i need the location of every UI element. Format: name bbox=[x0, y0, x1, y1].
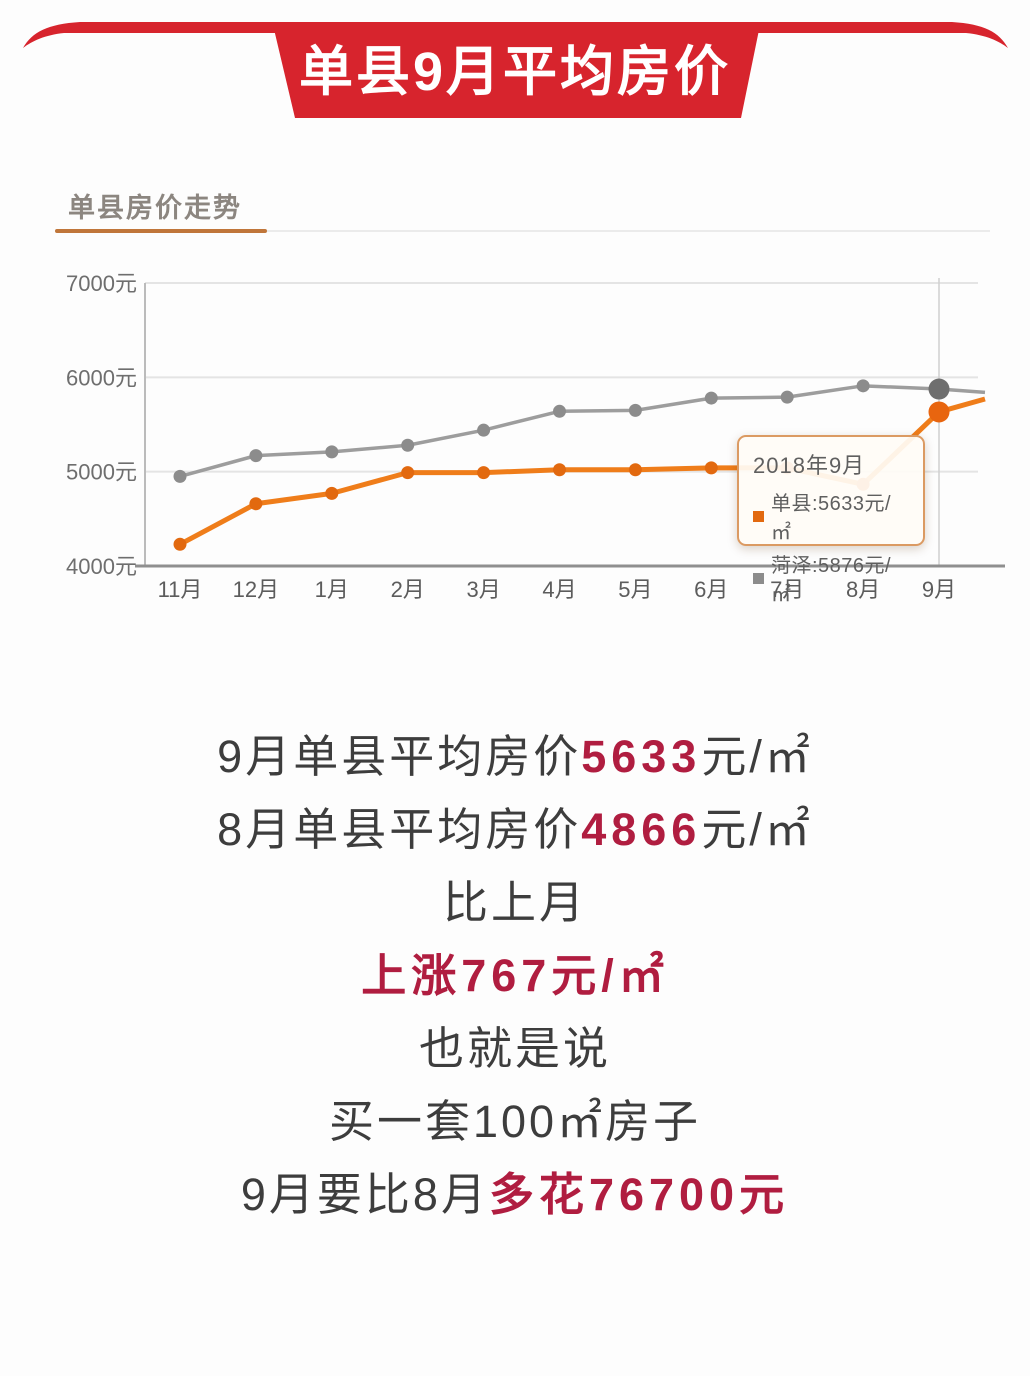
ribbon-trapezoid bbox=[273, 25, 760, 118]
tooltip-row-heze: 菏泽:5876元/㎡ bbox=[753, 549, 911, 607]
chart-point[interactable] bbox=[928, 401, 950, 423]
series-菏泽[interactable] bbox=[173, 378, 986, 483]
summary-text-block: 9月单县平均房价5633元/㎡ 8月单县平均房价4866元/㎡ 比上月 上涨76… bbox=[0, 720, 1030, 1231]
svg-text:11月: 11月 bbox=[158, 577, 203, 602]
chart-point[interactable] bbox=[401, 466, 415, 480]
chart-point[interactable] bbox=[553, 463, 566, 477]
svg-text:4000元: 4000元 bbox=[66, 554, 137, 579]
svg-text:4月: 4月 bbox=[542, 577, 576, 602]
chart-point[interactable] bbox=[173, 537, 187, 551]
chart-point[interactable] bbox=[325, 486, 339, 500]
svg-text:9月: 9月 bbox=[922, 577, 956, 602]
page-title: 单县9月平均房价 bbox=[298, 42, 732, 102]
price-chart-svg[interactable]: 4000元 5000元 6000元 7000元 11月 12月 1月 2月 3月 4月 5月 6月 7月… bbox=[0, 255, 1030, 625]
chart-point[interactable] bbox=[704, 461, 718, 475]
svg-text:12月: 12月 bbox=[233, 577, 279, 602]
chart-point[interactable] bbox=[325, 445, 339, 459]
section-underline-accent bbox=[55, 229, 267, 233]
ribbon-banner bbox=[23, 22, 1008, 118]
svg-text:7000元: 7000元 bbox=[66, 271, 137, 296]
svg-text:2月: 2月 bbox=[391, 577, 425, 602]
chart-point[interactable] bbox=[477, 466, 491, 480]
series-line bbox=[179, 384, 986, 479]
chart-point[interactable] bbox=[249, 449, 263, 463]
chart-point[interactable] bbox=[553, 404, 566, 418]
y-axis-labels: 4000元 5000元 6000元 7000元 bbox=[66, 271, 137, 579]
svg-text:5月: 5月 bbox=[618, 577, 652, 602]
price-trend-chart[interactable]: 4000元 5000元 6000元 7000元 11月 12月 1月 2月 3月 4月 5月 6月 7月… bbox=[0, 255, 1030, 625]
svg-text:6000元: 6000元 bbox=[66, 365, 137, 390]
chart-point[interactable] bbox=[401, 438, 415, 452]
summary-line-4: 上涨767元/㎡ bbox=[361, 950, 669, 1001]
svg-text:1月: 1月 bbox=[315, 577, 349, 602]
chart-point[interactable] bbox=[249, 497, 263, 511]
chart-point[interactable] bbox=[628, 463, 642, 477]
summary-line-6: 买一套100㎡房子 bbox=[328, 1096, 702, 1147]
tooltip-date: 2018年9月 bbox=[753, 453, 866, 478]
chart-point[interactable] bbox=[704, 391, 718, 405]
chart-tooltip: 2018年9月 单县:5633元/㎡ 菏泽:5876元/㎡ bbox=[737, 435, 925, 606]
chart-point[interactable] bbox=[173, 469, 187, 483]
chart-point[interactable] bbox=[856, 379, 870, 393]
chart-point[interactable] bbox=[780, 390, 794, 404]
chart-section-title: 单县房价走势 bbox=[68, 193, 242, 223]
svg-text:7月: 7月 bbox=[770, 577, 804, 602]
ribbon-bar bbox=[23, 22, 1008, 48]
summary-line-7: 9月要比8月多花76700元 bbox=[240, 1169, 790, 1220]
heze-swatch bbox=[753, 572, 764, 584]
chart-point[interactable] bbox=[928, 378, 950, 400]
summary-line-2: 8月单县平均房价4866元/㎡ bbox=[217, 804, 813, 855]
svg-text:6月: 6月 bbox=[694, 577, 728, 602]
summary-line-5: 也就是说 bbox=[418, 1023, 611, 1074]
chart-point[interactable] bbox=[477, 423, 491, 437]
section-underline-track bbox=[267, 230, 990, 232]
chart-point[interactable] bbox=[628, 403, 642, 417]
svg-text:8月: 8月 bbox=[846, 577, 880, 602]
tooltip-heze-value: 菏泽:5876元/㎡ bbox=[771, 555, 892, 606]
shanxian-swatch bbox=[753, 510, 764, 522]
svg-text:3月: 3月 bbox=[466, 577, 500, 602]
summary-line-1: 9月单县平均房价5633元/㎡ bbox=[217, 731, 813, 782]
tooltip-shanxian-value: 单县:5633元/㎡ bbox=[771, 493, 892, 544]
x-axis-labels: 11月 12月 1月 2月 3月 4月 5月 6月 7月 8月 9月 bbox=[158, 577, 957, 602]
tooltip-row-shanxian: 单县:5633元/㎡ bbox=[753, 487, 911, 545]
summary-line-3: 比上月 bbox=[442, 877, 587, 928]
svg-text:5000元: 5000元 bbox=[66, 460, 137, 485]
